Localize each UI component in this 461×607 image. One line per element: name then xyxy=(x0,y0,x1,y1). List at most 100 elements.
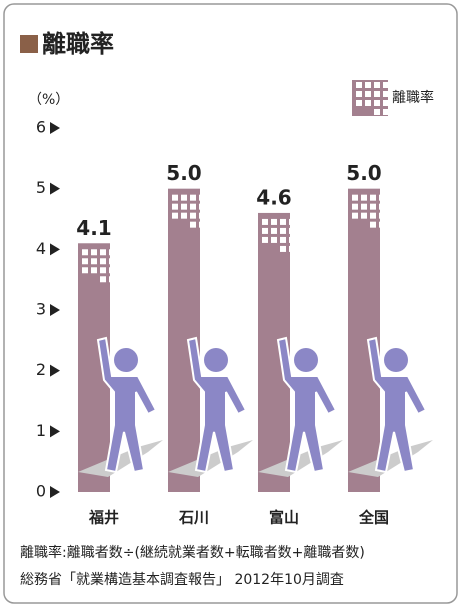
window xyxy=(370,194,376,201)
window xyxy=(383,82,389,88)
x-tick-label: 全国 xyxy=(358,509,389,527)
window xyxy=(181,212,187,219)
window xyxy=(280,236,286,243)
person-head xyxy=(114,348,138,372)
window xyxy=(280,245,286,252)
note: 総務省「就業構造基本調査報告」 2012年10月調査 xyxy=(20,571,344,588)
window xyxy=(383,100,389,106)
x-tick-label: 富山 xyxy=(269,509,299,527)
window xyxy=(91,267,97,274)
y-tick-label: 5 xyxy=(36,178,46,197)
window xyxy=(82,267,88,274)
tick-marker xyxy=(50,486,60,498)
y-unit-label: （%） xyxy=(28,92,69,108)
window xyxy=(190,203,196,210)
window xyxy=(109,276,115,283)
window xyxy=(181,203,187,210)
window xyxy=(271,236,277,243)
window xyxy=(365,82,371,88)
window xyxy=(370,203,376,210)
y-tick-label: 6 xyxy=(36,118,46,137)
window xyxy=(199,194,205,201)
window xyxy=(379,212,385,219)
window xyxy=(280,218,286,225)
window xyxy=(109,267,115,274)
value-label: 4.6 xyxy=(256,185,291,209)
tick-marker xyxy=(50,122,60,134)
person-head xyxy=(294,348,318,372)
window xyxy=(352,194,358,201)
legend-label: 離職率 xyxy=(392,89,434,106)
y-tick-label: 3 xyxy=(36,300,46,319)
shadow xyxy=(168,440,253,477)
note: 離職率:離職者数÷(継続就業者数+転職者数+離職者数) xyxy=(20,544,365,561)
window xyxy=(172,194,178,201)
window xyxy=(91,249,97,256)
window xyxy=(374,100,380,106)
window xyxy=(100,249,106,256)
tick-marker xyxy=(50,304,60,316)
person-head xyxy=(204,348,228,372)
value-label: 5.0 xyxy=(166,161,201,185)
value-label: 4.1 xyxy=(76,216,111,240)
window xyxy=(262,227,268,234)
person-body xyxy=(96,336,158,474)
window xyxy=(365,100,371,106)
window xyxy=(374,91,380,97)
frame xyxy=(3,3,458,604)
window xyxy=(280,227,286,234)
tick-marker xyxy=(50,243,60,256)
shadow xyxy=(258,440,343,477)
tick-marker xyxy=(50,182,60,195)
window xyxy=(199,212,205,219)
window xyxy=(82,249,88,256)
window xyxy=(199,221,205,228)
value-label: 5.0 xyxy=(346,161,381,185)
window xyxy=(379,203,385,210)
person-body xyxy=(276,336,338,474)
window xyxy=(172,203,178,210)
window xyxy=(100,267,106,274)
window xyxy=(100,276,106,283)
window xyxy=(352,212,358,219)
shadow xyxy=(78,440,163,477)
window xyxy=(172,212,178,219)
window xyxy=(262,218,268,225)
window xyxy=(289,227,295,234)
window xyxy=(365,91,371,97)
window xyxy=(352,203,358,210)
window xyxy=(289,218,295,225)
window xyxy=(361,212,367,219)
shadow xyxy=(348,440,433,477)
window xyxy=(181,194,187,201)
tick-marker xyxy=(50,364,60,377)
window xyxy=(374,82,380,88)
person-body xyxy=(186,336,248,474)
window xyxy=(190,194,196,201)
window xyxy=(199,203,205,210)
window xyxy=(289,236,295,243)
window xyxy=(356,100,362,106)
tick-marker xyxy=(50,425,60,438)
window xyxy=(262,236,268,243)
window xyxy=(361,194,367,201)
x-tick-label: 福井 xyxy=(88,509,119,527)
window xyxy=(383,91,389,97)
y-tick-label: 0 xyxy=(36,482,46,501)
window xyxy=(109,258,115,265)
window xyxy=(356,91,362,97)
window xyxy=(356,82,362,88)
window xyxy=(370,212,376,219)
window xyxy=(82,258,88,265)
y-tick-label: 1 xyxy=(36,421,46,440)
window xyxy=(190,212,196,219)
window xyxy=(374,109,380,115)
x-tick-label: 石川 xyxy=(178,509,209,527)
chart-title: 離職率 xyxy=(42,30,114,58)
window xyxy=(379,194,385,201)
person-head xyxy=(384,348,408,372)
person-body xyxy=(366,336,428,474)
window xyxy=(370,221,376,228)
window xyxy=(361,203,367,210)
